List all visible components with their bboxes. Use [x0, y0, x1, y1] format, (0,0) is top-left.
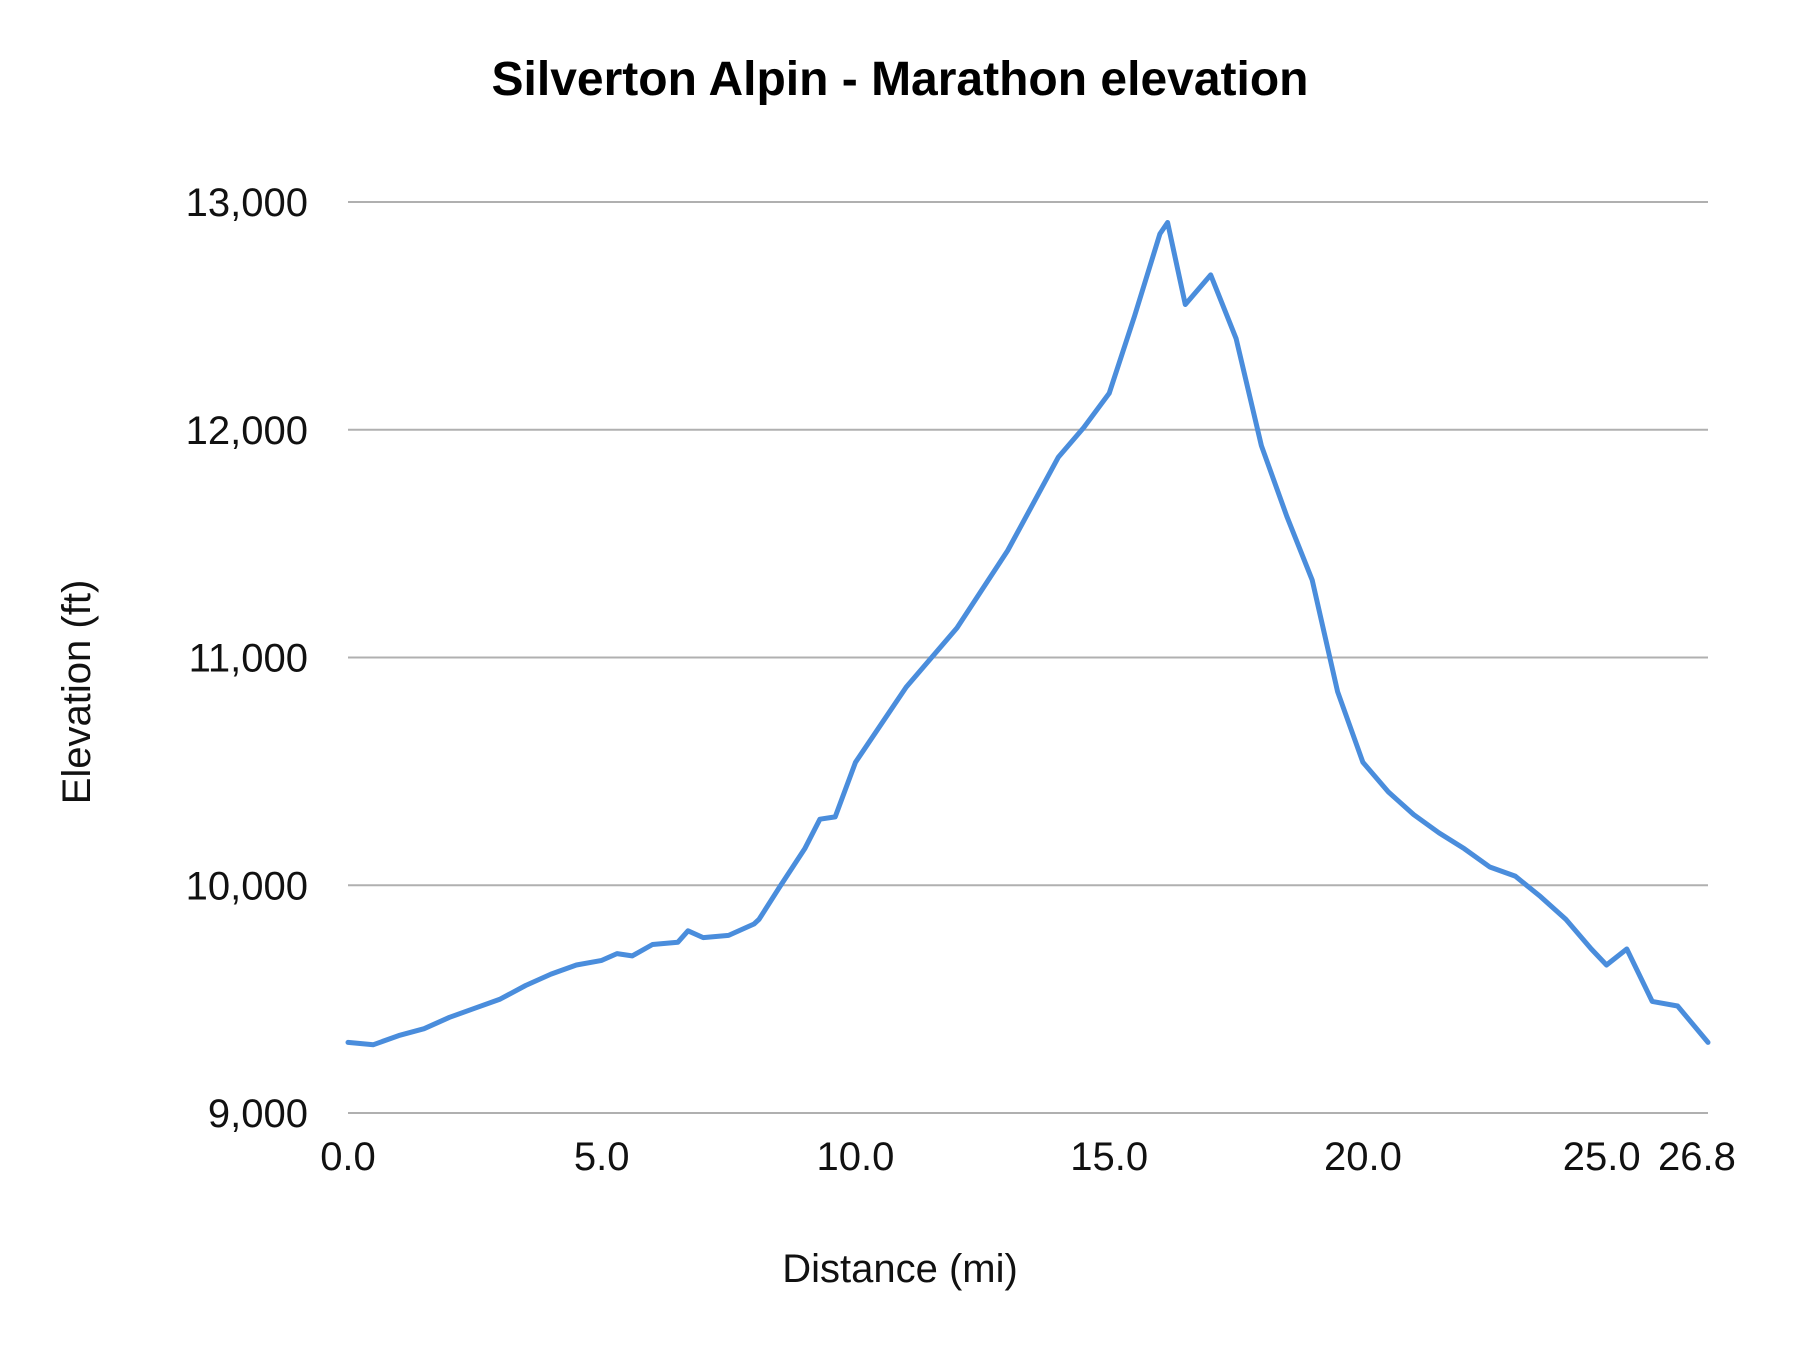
y-axis-label: Elevation (ft) — [55, 580, 99, 805]
y-tick-label: 12,000 — [186, 409, 308, 453]
x-tick-label: 0.0 — [320, 1135, 376, 1179]
y-tick-label: 11,000 — [189, 637, 308, 681]
x-tick-label: 26.8 — [1658, 1135, 1736, 1179]
x-tick-label: 15.0 — [1070, 1135, 1148, 1179]
y-tick-label: 10,000 — [186, 864, 308, 908]
y-axis-ticks: 9,000 10,000 11,000 12,000 13,000 — [186, 181, 308, 1136]
chart-title: Silverton Alpin - Marathon elevation — [492, 53, 1309, 106]
x-tick-label: 5.0 — [574, 1135, 630, 1179]
x-tick-label: 10.0 — [817, 1135, 895, 1179]
y-tick-label: 9,000 — [208, 1092, 308, 1136]
x-axis-ticks: 0.0 5.0 10.0 15.0 20.0 25.0 26.8 — [320, 1135, 1736, 1179]
y-tick-label: 13,000 — [186, 181, 308, 225]
x-tick-label: 20.0 — [1324, 1135, 1402, 1179]
gridlines — [348, 201, 1708, 1114]
series-line-elevation — [345, 220, 1711, 1048]
x-axis-label: Distance (mi) — [782, 1247, 1018, 1291]
x-tick-label: 25.0 — [1563, 1135, 1641, 1179]
